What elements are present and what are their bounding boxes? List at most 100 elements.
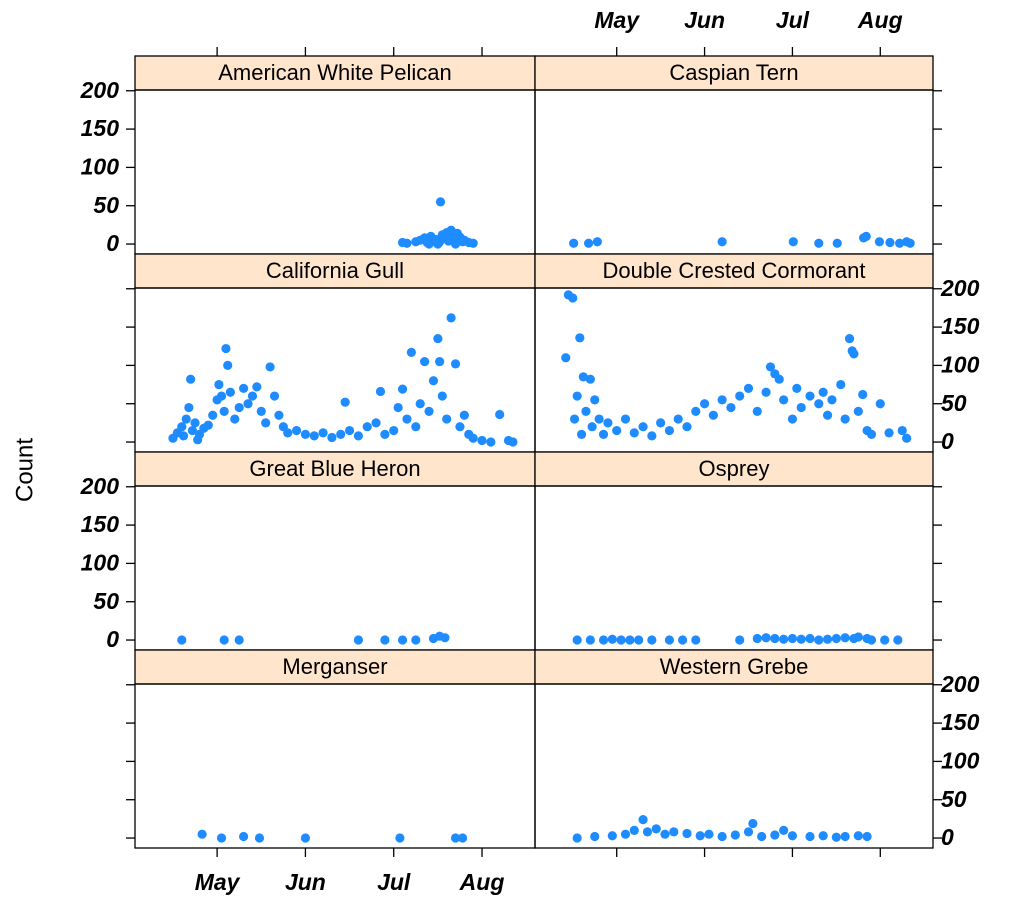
y-tick-label: 0 bbox=[106, 230, 119, 256]
data-point bbox=[300, 833, 311, 843]
data-point bbox=[822, 410, 833, 420]
data-point bbox=[572, 833, 582, 843]
x-tick-label: May bbox=[594, 7, 640, 33]
data-point bbox=[256, 406, 266, 416]
data-point bbox=[428, 376, 439, 386]
data-point bbox=[603, 418, 613, 428]
data-point bbox=[380, 429, 390, 439]
data-point bbox=[380, 635, 390, 645]
data-point bbox=[787, 831, 798, 841]
panel-title: Great Blue Heron bbox=[249, 456, 420, 481]
panel-frame bbox=[134, 485, 536, 651]
data-point bbox=[629, 428, 639, 438]
data-point bbox=[704, 829, 714, 839]
data-point bbox=[459, 410, 469, 420]
data-point bbox=[770, 830, 780, 840]
data-point bbox=[239, 383, 249, 393]
data-point bbox=[638, 815, 648, 825]
data-point bbox=[435, 197, 446, 207]
data-point bbox=[717, 831, 727, 842]
data-point bbox=[585, 635, 595, 645]
data-point bbox=[568, 293, 578, 303]
data-point bbox=[818, 387, 828, 397]
data-point bbox=[831, 633, 841, 644]
data-point bbox=[569, 238, 579, 248]
data-point bbox=[590, 831, 600, 842]
data-point bbox=[779, 395, 789, 405]
data-point bbox=[853, 831, 863, 841]
strip bbox=[534, 451, 934, 487]
y-tick-label: 200 bbox=[80, 77, 120, 103]
x-tick-label: Jul bbox=[377, 869, 411, 895]
data-point bbox=[254, 833, 265, 843]
data-point bbox=[353, 431, 363, 441]
data-point bbox=[752, 406, 762, 416]
data-point bbox=[442, 414, 452, 424]
data-point bbox=[814, 399, 824, 409]
data-point bbox=[583, 238, 594, 248]
data-point bbox=[647, 635, 657, 645]
data-point bbox=[177, 422, 187, 432]
data-point bbox=[607, 831, 617, 841]
data-point bbox=[682, 828, 692, 839]
y-tick-label: 50 bbox=[93, 588, 119, 614]
data-point bbox=[730, 830, 740, 840]
y-tick-label: 200 bbox=[80, 473, 120, 499]
data-point bbox=[572, 635, 582, 645]
data-point bbox=[875, 399, 885, 409]
data-point bbox=[468, 433, 478, 443]
data-point bbox=[181, 414, 191, 424]
data-point bbox=[866, 429, 877, 439]
data-point bbox=[572, 391, 582, 401]
data-point bbox=[309, 431, 319, 441]
data-point bbox=[433, 239, 443, 249]
data-point bbox=[880, 635, 890, 645]
data-point bbox=[247, 391, 258, 401]
data-point bbox=[612, 425, 622, 436]
data-point bbox=[587, 422, 597, 432]
data-point bbox=[397, 384, 408, 394]
data-point bbox=[779, 825, 789, 835]
data-point bbox=[735, 391, 745, 401]
data-point bbox=[866, 635, 877, 645]
y-tick-label: 50 bbox=[93, 192, 119, 218]
data-point bbox=[402, 238, 412, 248]
data-point bbox=[424, 239, 434, 249]
data-point bbox=[902, 433, 912, 443]
data-point bbox=[578, 372, 588, 382]
data-point bbox=[598, 429, 609, 439]
data-point bbox=[190, 418, 200, 428]
x-tick-label: Aug bbox=[857, 7, 903, 33]
data-point bbox=[840, 414, 850, 424]
data-point bbox=[455, 422, 465, 432]
data-point bbox=[861, 231, 871, 241]
panel-title: American White Pelican bbox=[218, 60, 452, 85]
data-point bbox=[757, 831, 767, 842]
data-point bbox=[221, 343, 231, 354]
data-point bbox=[177, 635, 187, 645]
data-point bbox=[656, 418, 666, 428]
data-point bbox=[406, 347, 416, 357]
data-point bbox=[691, 406, 701, 416]
panel-frame bbox=[134, 89, 536, 255]
data-point bbox=[178, 431, 189, 441]
data-point bbox=[495, 409, 505, 420]
data-point bbox=[561, 353, 571, 363]
data-point bbox=[411, 422, 421, 432]
data-point bbox=[905, 238, 915, 248]
data-point bbox=[748, 818, 758, 829]
data-point bbox=[708, 410, 718, 420]
data-point bbox=[818, 831, 828, 841]
data-point bbox=[590, 395, 600, 405]
data-point bbox=[424, 406, 434, 416]
data-point bbox=[682, 422, 692, 432]
data-point bbox=[761, 387, 771, 397]
data-point bbox=[726, 402, 736, 413]
data-point bbox=[450, 239, 461, 249]
y-axis-label: Count bbox=[11, 438, 38, 502]
x-tick-label: Aug bbox=[459, 869, 505, 895]
data-point bbox=[433, 333, 443, 344]
data-point bbox=[787, 633, 798, 644]
data-point bbox=[629, 825, 639, 835]
